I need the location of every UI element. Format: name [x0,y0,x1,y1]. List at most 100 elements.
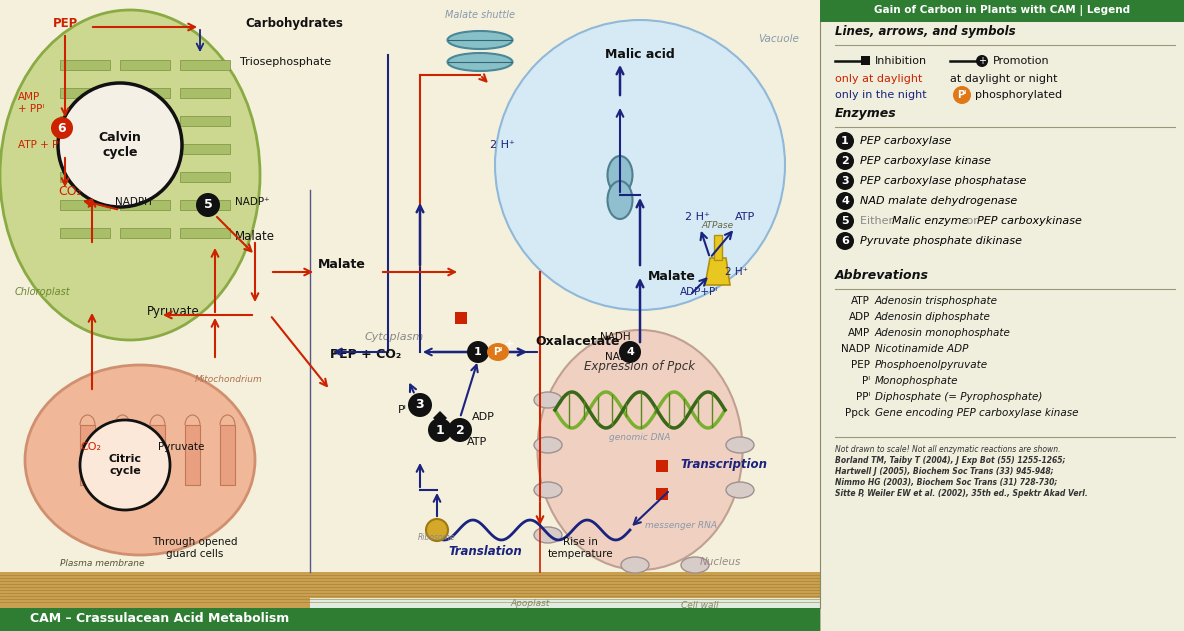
Circle shape [58,83,182,207]
Text: Nimmo HG (2003), Biochem Soc Trans (31) 728-730;: Nimmo HG (2003), Biochem Soc Trans (31) … [835,478,1057,487]
Text: CO₂: CO₂ [58,185,82,198]
Text: phosphorylated: phosphorylated [974,90,1062,100]
Text: 4: 4 [841,196,849,206]
Ellipse shape [726,482,754,498]
Text: Chloroplast: Chloroplast [15,287,71,297]
Text: genomic DNA: genomic DNA [610,433,670,442]
Circle shape [836,192,854,210]
Text: Calvin
cycle: Calvin cycle [98,131,141,159]
Text: Inhibition: Inhibition [875,56,927,66]
Circle shape [836,152,854,170]
Text: NADH: NADH [600,332,631,342]
Text: 4: 4 [626,347,633,357]
Text: Either: Either [860,216,896,226]
Bar [180,60,230,70]
Bar [60,228,110,238]
Text: NADP⁺: NADP⁺ [234,197,270,207]
Bar [60,88,110,98]
Bar [185,425,200,485]
Ellipse shape [0,10,260,340]
Circle shape [81,420,170,510]
Text: 3: 3 [841,176,849,186]
Circle shape [836,132,854,150]
Bar [81,425,95,485]
Text: ADP: ADP [472,412,495,422]
Text: ATP: ATP [735,212,755,222]
Bar [60,200,110,210]
Text: Pᴵ: Pᴵ [862,376,870,386]
Text: Phosphoenolpyruvate: Phosphoenolpyruvate [875,360,989,370]
Text: 5: 5 [204,199,212,211]
Text: Adenosin monophosphate: Adenosin monophosphate [875,328,1011,338]
Text: +: + [978,56,986,66]
Text: Malic acid: Malic acid [605,48,675,61]
Text: Through opened
guard cells: Through opened guard cells [153,537,238,559]
Text: PEP carboxylase phosphatase: PEP carboxylase phosphatase [860,176,1027,186]
Ellipse shape [534,392,562,408]
Text: 2: 2 [841,156,849,166]
Bar [180,172,230,182]
Text: Triosephosphate: Triosephosphate [240,57,332,67]
Bar [656,488,668,500]
Text: Diphosphate (= Pyrophosphate): Diphosphate (= Pyrophosphate) [875,392,1042,402]
Ellipse shape [487,343,509,361]
Text: Pᴵ: Pᴵ [958,90,966,100]
Bar [0,572,821,608]
Text: PEP carboxylase: PEP carboxylase [860,136,952,146]
Text: NADPH: NADPH [115,197,152,207]
Text: PEP carboxylase kinase: PEP carboxylase kinase [860,156,991,166]
Text: Promotion: Promotion [993,56,1050,66]
Text: Ppck: Ppck [845,408,870,418]
Text: Mitochondrium: Mitochondrium [195,375,263,384]
Text: Ribosome: Ribosome [418,533,456,542]
Circle shape [426,519,448,541]
Text: ATPase: ATPase [702,221,734,230]
Text: Transcription: Transcription [680,458,767,471]
Circle shape [836,212,854,230]
Bar [180,200,230,210]
Circle shape [953,86,971,104]
Text: 2 H⁺: 2 H⁺ [490,140,515,150]
Circle shape [976,55,987,67]
Bar [821,0,1184,631]
Bar [821,0,1184,22]
Text: NAD⁺: NAD⁺ [605,352,633,362]
Text: ATP: ATP [466,437,488,447]
Circle shape [619,341,641,363]
Ellipse shape [534,527,562,543]
Bar [220,425,234,485]
Text: Cell wall: Cell wall [681,601,719,610]
Text: Cytoplasm: Cytoplasm [365,332,424,342]
Bar [60,144,110,154]
Circle shape [427,418,452,442]
Ellipse shape [607,156,632,194]
Text: Citric
cycle: Citric cycle [109,454,142,476]
Text: Malate: Malate [648,270,696,283]
Bar [0,608,821,631]
Text: Plasma membrane: Plasma membrane [60,559,144,568]
Bar [120,172,170,182]
Circle shape [836,172,854,190]
Polygon shape [704,258,731,285]
Text: 3: 3 [416,399,424,411]
Ellipse shape [495,20,785,310]
Text: Lines, arrows, and symbols: Lines, arrows, and symbols [835,25,1016,38]
Text: PEP + CO₂: PEP + CO₂ [330,348,401,361]
Bar [120,60,170,70]
Text: ADP+Pᴵ: ADP+Pᴵ [680,287,719,297]
Bar [120,228,170,238]
Text: AMP: AMP [848,328,870,338]
Text: 2 H⁺: 2 H⁺ [725,267,748,277]
Bar [60,60,110,70]
Text: Translation: Translation [448,545,522,558]
Text: + PPᴵ: + PPᴵ [18,104,44,114]
Text: Adenosin trisphosphate: Adenosin trisphosphate [875,296,998,306]
Bar [120,144,170,154]
Text: PEP carboxykinase: PEP carboxykinase [977,216,1082,226]
Text: messenger RNA: messenger RNA [645,521,718,530]
Text: 6: 6 [841,236,849,246]
Bar [861,56,870,65]
Text: +: + [506,339,515,349]
Circle shape [448,418,472,442]
Text: Nicotinamide ADP: Nicotinamide ADP [875,344,969,354]
